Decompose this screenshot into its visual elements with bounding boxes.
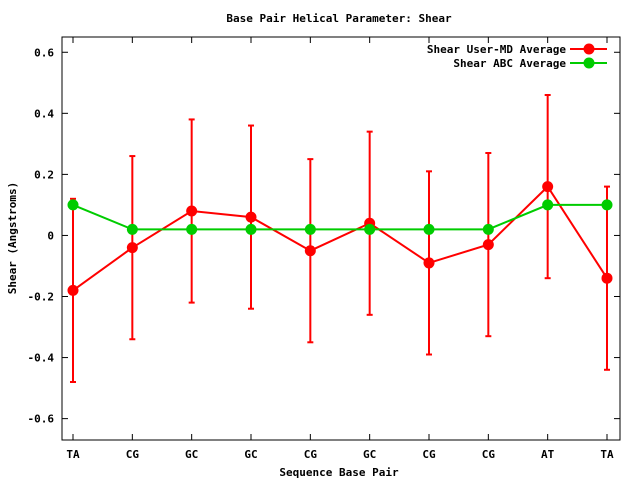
data-point (482, 239, 494, 251)
data-point (67, 199, 79, 211)
data-point (482, 223, 494, 235)
y-tick-label: -0.4 (28, 352, 55, 365)
y-axis: -0.6 -0.4 -0.2 0 0.2 0.4 0.6 (28, 46, 620, 426)
data-point (542, 181, 554, 193)
y-tick-label: -0.6 (28, 413, 55, 426)
data-point (245, 223, 257, 235)
x-tick-label: CG (422, 448, 436, 461)
data-point (126, 242, 138, 254)
series-layer (67, 94, 613, 383)
data-point (186, 205, 198, 217)
legend-label: Shear User-MD Average (427, 43, 566, 56)
series-line (72, 185, 608, 292)
legend-label: Shear ABC Average (453, 57, 566, 70)
x-tick-label: TA (600, 448, 614, 461)
y-tick-label: 0.6 (34, 46, 54, 59)
x-tick-label: CG (482, 448, 496, 461)
data-point (423, 223, 435, 235)
x-tick-label: AT (541, 448, 555, 461)
x-tick-label: CG (304, 448, 318, 461)
data-point (304, 245, 316, 257)
data-point (245, 211, 257, 223)
chart-title: Base Pair Helical Parameter: Shear (226, 12, 452, 25)
series-1-markers (67, 181, 613, 296)
y-tick-label: 0.4 (34, 107, 54, 120)
data-point (126, 223, 138, 235)
x-tick-label: GC (185, 448, 198, 461)
x-tick-label: CG (126, 448, 140, 461)
x-tick-label: GC (363, 448, 376, 461)
x-axis: TA CG GC GC CG GC CG CG AT TA (66, 37, 614, 461)
data-point (423, 257, 435, 269)
y-axis-label: Shear (Angstroms) (6, 182, 19, 295)
x-tick-label: TA (66, 448, 80, 461)
series-1 (70, 94, 610, 383)
data-point (542, 199, 554, 211)
series-2-markers (67, 199, 613, 235)
data-point (364, 223, 376, 235)
y-tick-label: -0.2 (28, 291, 55, 304)
data-point (601, 199, 613, 211)
y-tick-label: 0 (47, 229, 54, 242)
x-tick-label: GC (244, 448, 257, 461)
legend-marker (583, 57, 595, 69)
data-point (304, 223, 316, 235)
legend-marker (583, 43, 595, 55)
x-axis-label: Sequence Base Pair (279, 466, 399, 479)
series-2 (72, 203, 607, 231)
data-point (601, 272, 613, 284)
data-point (186, 223, 198, 235)
series-line (72, 203, 607, 231)
data-point (67, 284, 79, 296)
plot-frame (61, 36, 621, 441)
y-tick-label: 0.2 (34, 168, 54, 181)
